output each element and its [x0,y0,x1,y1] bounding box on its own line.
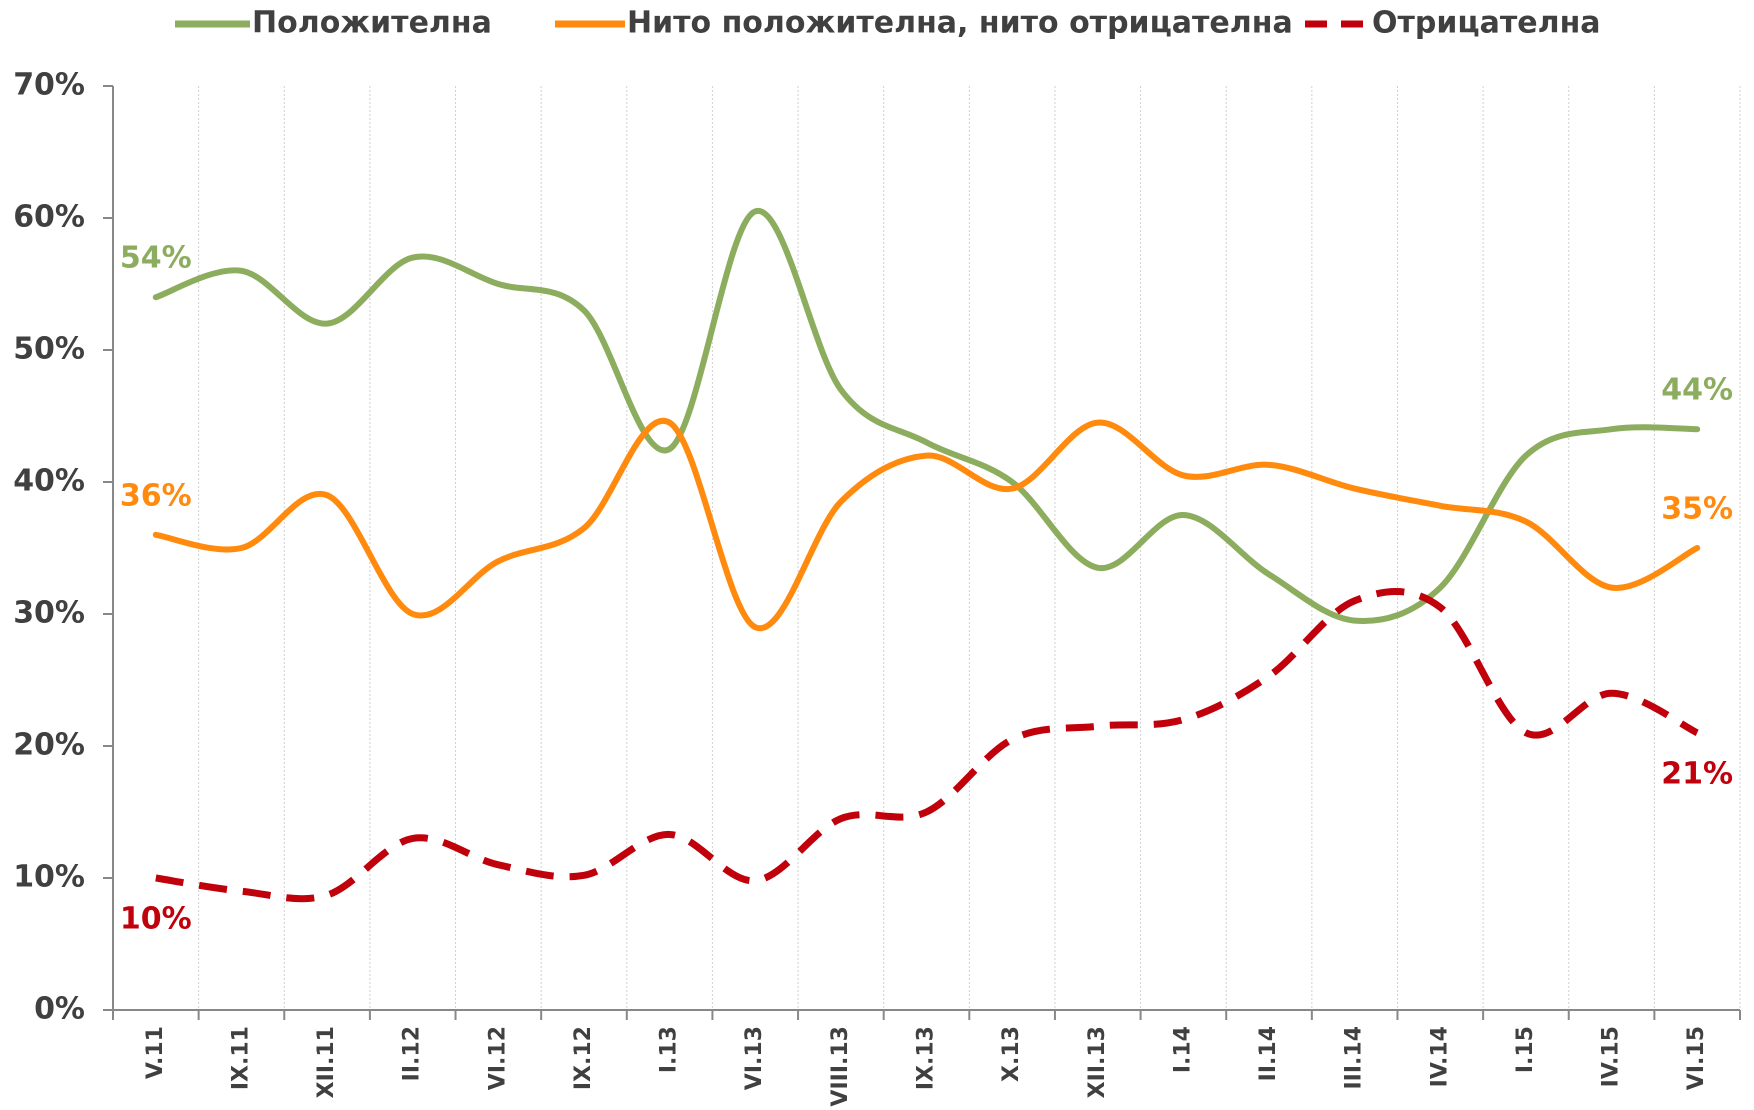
x-tick-label: I.13 [657,1026,682,1073]
x-tick-label: II.12 [400,1026,425,1081]
legend-label: Отрицателна [1372,6,1601,41]
x-tick-label: II.14 [1256,1026,1281,1081]
x-tick-label: III.14 [1342,1026,1367,1090]
x-tick-label: IV.15 [1599,1026,1624,1087]
legend-label: Положителна [252,6,492,41]
x-tick-label: XII.11 [314,1026,339,1098]
data-label: 35% [1661,492,1733,527]
x-tick-label: IX.12 [571,1026,596,1090]
data-label: 21% [1661,756,1733,791]
x-tick-label: IV.14 [1427,1026,1452,1087]
data-label: 36% [120,478,192,513]
y-tick-label: 10% [13,860,85,895]
y-tick-label: 60% [13,200,85,235]
x-tick-label: IX.11 [228,1026,253,1090]
x-tick-label: V.11 [143,1026,168,1079]
x-tick-label: I.15 [1513,1026,1538,1073]
y-tick-label: 50% [13,332,85,367]
y-tick-label: 20% [13,728,85,763]
y-tick-label: 0% [34,992,85,1027]
legend-label: Нито положителна, нито отрицателна [627,6,1293,41]
x-tick-label: IX.13 [914,1026,939,1090]
x-tick-label: VIII.13 [828,1026,853,1107]
x-tick-label: XII.13 [1085,1026,1110,1098]
data-label: 44% [1661,373,1733,408]
y-tick-label: 40% [13,464,85,499]
data-label: 54% [120,241,192,276]
series-line [152,417,1701,632]
x-tick-label: VI.12 [485,1026,510,1090]
y-tick-label: 30% [13,596,85,631]
x-tick-label: VI.15 [1684,1026,1709,1090]
series-line [152,208,1701,624]
x-tick-label: I.14 [1170,1026,1195,1073]
data-label: 10% [120,902,192,937]
y-tick-label: 70% [13,68,85,103]
x-tick-label: VI.13 [742,1026,767,1090]
x-tick-label: X.13 [999,1026,1024,1082]
series-line [155,588,1699,903]
